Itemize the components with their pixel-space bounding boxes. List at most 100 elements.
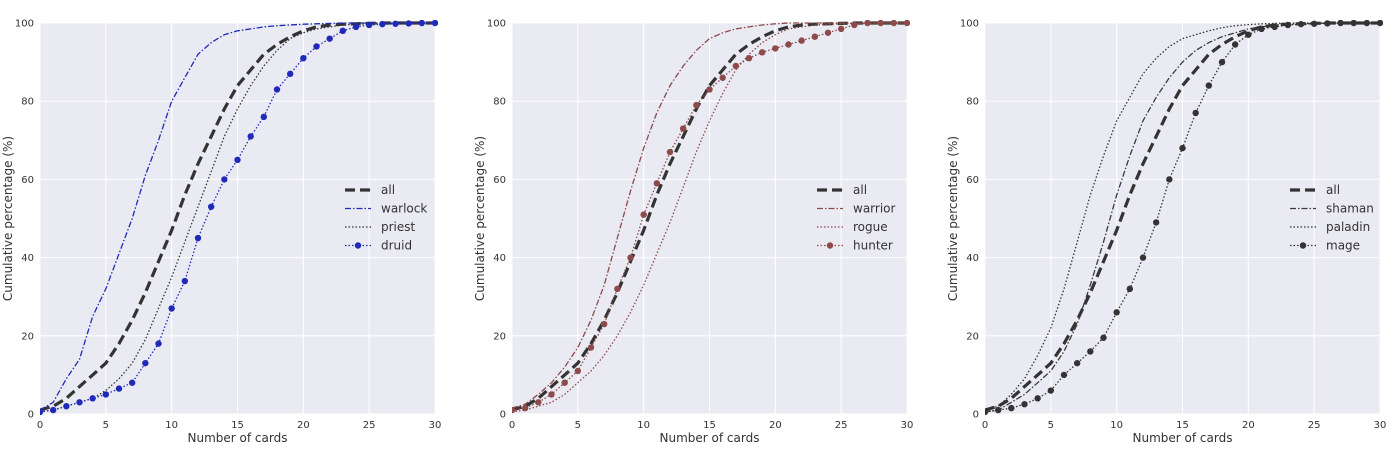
- data-point-druid: [431, 20, 438, 27]
- data-point-mage: [1376, 20, 1383, 27]
- data-point-mage: [1166, 176, 1173, 183]
- chart-panel-3: 0 5 10 15 20 25 30 0 20 40 60 80 100 Number of cards C…: [946, 19, 1386, 446]
- data-point-hunter: [824, 29, 832, 36]
- x-tick-label: 5: [575, 420, 581, 431]
- data-point-hunter: [600, 320, 608, 328]
- legend-marker-mage: [1299, 242, 1307, 249]
- x-tick-label: 0: [509, 420, 515, 431]
- data-point-mage: [1284, 21, 1292, 29]
- data-point-hunter: [512, 406, 516, 414]
- x-axis-label: Number of cards: [1133, 431, 1233, 445]
- data-point-mage: [1271, 23, 1278, 31]
- y-tick-label: 80: [21, 97, 34, 108]
- x-tick-label: 10: [1110, 420, 1123, 431]
- series-line-shaman: [985, 22, 1380, 413]
- x-tick-label: 0: [37, 420, 43, 431]
- x-tick-label: 25: [1308, 420, 1321, 431]
- data-point-druid: [49, 406, 57, 414]
- data-point-druid: [392, 20, 399, 27]
- chart-panel-2: 0 5 10 15 20 25 30 0 20 40 60 80 100 Number of cards C…: [473, 19, 913, 446]
- data-point-mage: [1060, 371, 1068, 379]
- data-point-hunter: [653, 180, 661, 187]
- data-point-hunter: [679, 125, 687, 132]
- data-point-mage: [1350, 20, 1357, 27]
- y-tick-label: 100: [960, 19, 979, 30]
- data-point-druid: [260, 113, 268, 121]
- data-point-druid: [352, 23, 360, 31]
- data-point-druid: [221, 176, 228, 183]
- data-point-druid: [339, 27, 347, 35]
- data-point-druid: [40, 408, 44, 416]
- data-point-hunter: [758, 49, 766, 56]
- x-tick-label: 5: [1048, 420, 1054, 431]
- legend-marker-hunter: [826, 242, 834, 249]
- x-tick-label: 15: [1176, 420, 1189, 431]
- data-point-druid: [155, 340, 162, 347]
- data-point-mage: [1245, 31, 1252, 38]
- x-tick-label: 30: [1374, 420, 1387, 431]
- data-point-hunter: [772, 45, 779, 52]
- x-tick-label: 25: [363, 420, 376, 431]
- x-tick-label: 0: [982, 420, 988, 431]
- legend-label-druid: druid: [381, 239, 412, 253]
- x-tick-label: 10: [637, 420, 650, 431]
- x-tick-label: 15: [231, 420, 244, 431]
- data-point-druid: [247, 133, 254, 140]
- data-point-druid: [63, 402, 70, 410]
- series-line-warrior: [512, 22, 907, 409]
- data-point-druid: [181, 277, 189, 285]
- legend-label-mage: mage: [1326, 239, 1360, 253]
- x-tick-label: 20: [1242, 420, 1255, 431]
- data-point-hunter: [798, 37, 805, 44]
- data-point-mage: [1126, 285, 1134, 293]
- data-point-druid: [168, 305, 175, 312]
- data-point-mage: [1297, 20, 1305, 28]
- data-point-hunter: [535, 399, 542, 406]
- data-point-hunter: [666, 148, 674, 156]
- chart-panel-1: 0 5 10 15 20 25 30 0 20 40 60 80 100 Number of cards C…: [1, 19, 441, 446]
- data-point-hunter: [903, 20, 910, 27]
- y-tick-label: 40: [493, 253, 506, 264]
- data-point-hunter: [785, 41, 792, 48]
- data-point-druid: [326, 35, 333, 42]
- data-point-druid: [234, 156, 241, 164]
- series-line-rogue: [512, 22, 907, 413]
- data-point-mage: [1139, 254, 1147, 261]
- data-point-druid: [313, 43, 320, 50]
- data-point-hunter: [732, 62, 740, 70]
- data-point-hunter: [851, 21, 858, 29]
- y-axis-label: Cumulative percentage (%): [473, 136, 487, 301]
- x-tick-label: 15: [703, 420, 716, 431]
- y-tick-label: 80: [966, 97, 979, 108]
- data-point-hunter: [837, 25, 845, 33]
- data-point-hunter: [614, 285, 621, 293]
- data-point-mage: [1047, 387, 1055, 394]
- data-point-mage: [1100, 334, 1107, 341]
- data-point-mage: [1073, 359, 1081, 367]
- data-point-druid: [300, 54, 307, 62]
- legend: all shaman paladin mage: [1290, 183, 1374, 253]
- data-point-hunter: [574, 367, 582, 375]
- y-axis-label: Cumulative percentage (%): [1, 136, 15, 301]
- data-point-mage: [1324, 20, 1331, 27]
- x-axis-label: Number of cards: [188, 431, 288, 445]
- x-tick-label: 25: [835, 420, 848, 431]
- y-tick-label: 40: [21, 253, 34, 264]
- legend-label-warrior: warrior: [853, 202, 896, 216]
- data-point-hunter: [693, 101, 700, 109]
- x-tick-label: 10: [165, 420, 178, 431]
- data-point-druid: [89, 395, 96, 402]
- data-point-hunter: [521, 404, 529, 412]
- y-axis-label: Cumulative percentage (%): [946, 136, 960, 301]
- data-point-mage: [1021, 401, 1028, 408]
- data-point-mage: [1205, 82, 1213, 89]
- data-point-hunter: [890, 20, 898, 27]
- y-tick-label: 0: [500, 410, 506, 421]
- x-tick-label: 20: [769, 420, 782, 431]
- data-point-mage: [1231, 41, 1239, 48]
- y-tick-label: 20: [21, 331, 34, 342]
- data-point-mage: [1087, 348, 1094, 355]
- legend-label-rogue: rogue: [853, 220, 888, 234]
- y-tick-label: 80: [493, 97, 506, 108]
